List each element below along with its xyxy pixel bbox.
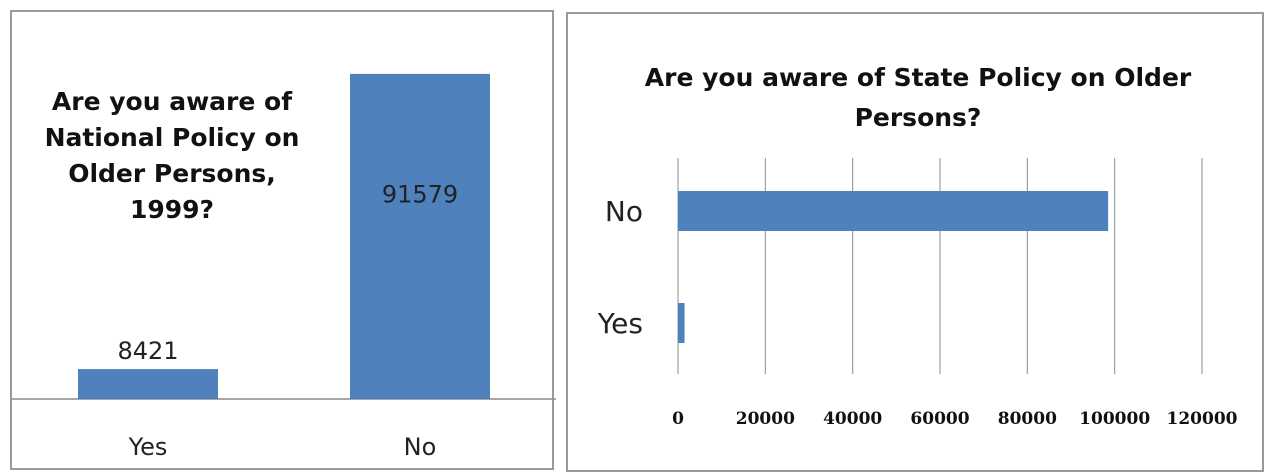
x-tick-label-20000: 20000 xyxy=(736,409,795,429)
x-tick-label-100000: 100000 xyxy=(1079,409,1150,429)
category-label-no: No xyxy=(605,195,643,228)
data-label-yes: 8421 xyxy=(117,337,178,365)
national-policy-chart-panel: 8421 Yes 91579 No Are you aware of National… xyxy=(10,10,556,470)
state-policy-chart-title: Are you aware of State Policy on Older P… xyxy=(644,63,1192,132)
bar-no xyxy=(350,73,490,400)
national-policy-chart: 8421 Yes 91579 No xyxy=(12,73,556,461)
x-tick-label-120000: 120000 xyxy=(1167,409,1238,429)
category-label-yes: Yes xyxy=(597,307,643,340)
x-tick-label-40000: 40000 xyxy=(823,409,882,429)
x-tick-label-0: 0 xyxy=(672,409,684,429)
bar-yes xyxy=(678,303,685,343)
x-tick-label-60000: 60000 xyxy=(910,409,969,429)
state-policy-chart-panel: Are you aware of State Policy on Older P… xyxy=(566,12,1264,472)
data-label-no: 91579 xyxy=(382,180,458,208)
national-policy-chart-title: Are you aware of National Policy on Olde… xyxy=(44,87,300,224)
bar-no xyxy=(678,191,1109,231)
x-tick-label-80000: 80000 xyxy=(998,409,1057,429)
category-label-yes: Yes xyxy=(128,433,168,461)
category-label-no: No xyxy=(404,433,437,461)
bar-yes xyxy=(78,369,218,399)
state-policy-chart: 0 20000 40000 60000 80000 100000 120000 Yes No xyxy=(597,158,1238,429)
